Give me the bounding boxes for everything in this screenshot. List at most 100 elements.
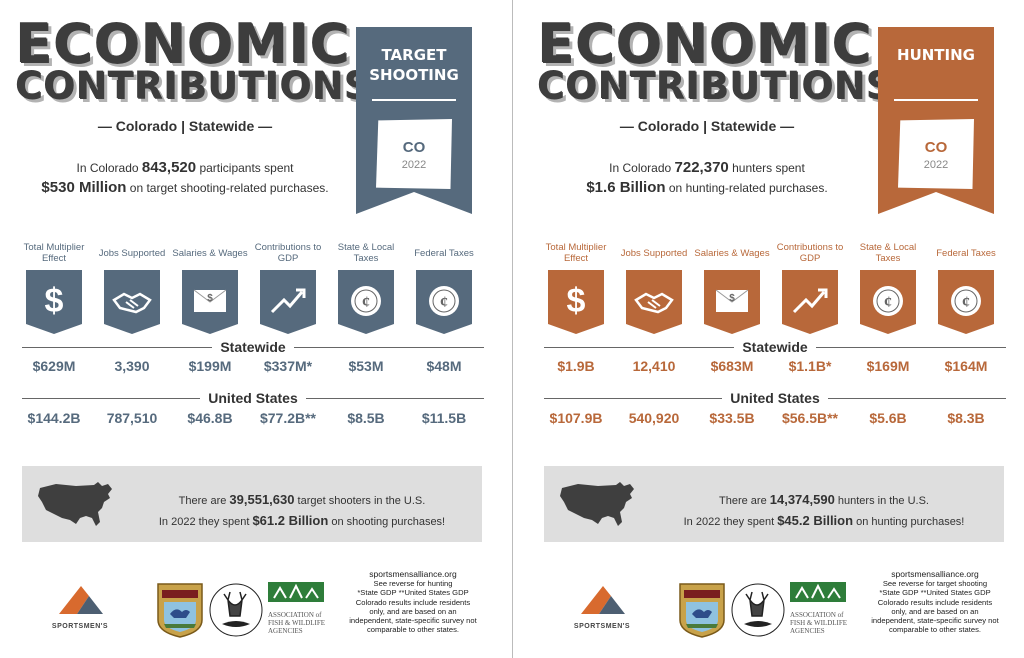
dollar-icon: $ [548, 270, 604, 334]
us-value-5: $11.5B [421, 410, 467, 426]
state-code: CO [924, 139, 948, 156]
svg-text:$: $ [45, 282, 64, 320]
metric-0: Total Multiplier Effect $ [16, 238, 92, 334]
category-banner: TARGET SHOOTING CO 2022 [356, 27, 472, 214]
metric-1: Jobs Supported [94, 238, 170, 334]
metric-label: Salaries & Wages [172, 247, 248, 259]
coin-stack-icon: ¢ [860, 270, 916, 334]
national-count: 14,374,590 [769, 492, 835, 507]
footer-line: See reverse for hunting [373, 579, 453, 589]
sportsmens-alliance-logo: SPORTSMEN'S [562, 582, 642, 630]
metric-label: Jobs Supported [98, 247, 166, 259]
intro-text: In Colorado 722,370 hunters spent $1.6 B… [586, 159, 828, 196]
coin-stack-icon: ¢ [338, 270, 394, 334]
footer-line: only, and are based on an [891, 606, 979, 616]
svg-text:¢: ¢ [884, 294, 892, 311]
year-label: 2022 [923, 159, 949, 171]
us-value-2: $46.8B [187, 410, 233, 426]
svg-text:$: $ [207, 293, 213, 304]
statewide-value-1: 12,410 [632, 358, 676, 374]
statewide-value-0: $1.9B [557, 358, 595, 374]
sportsmens-alliance-name: SPORTSMEN'S [573, 623, 631, 630]
statewide-value-2: $199M [188, 358, 232, 374]
footer-note: sportsmensalliance.org See reverse for t… [860, 569, 1010, 635]
footer-line: comparable to other states. [888, 625, 982, 635]
sportsmens-alliance-logo: SPORTSMEN'S [40, 582, 120, 630]
metric-label: Federal Taxes [414, 247, 474, 259]
us-value-0: $107.9B [549, 410, 603, 426]
national-spend: $45.2 Billion [777, 513, 854, 528]
footer-line: *State GDP **United States GDP [357, 588, 469, 598]
footer-line: independent, state-specific survey not [871, 616, 999, 626]
statewide-value-3: $337M* [263, 358, 313, 374]
state-code: CO [402, 139, 426, 156]
afwa-logo: ASSOCIATION of FISH & WILDLIFE AGENCIES [790, 582, 848, 635]
title-economic: ECONOMIC [16, 13, 351, 76]
statewide-value-4: $169M [866, 358, 910, 374]
metric-label: State & Local Taxes [337, 242, 395, 264]
envelope-money-icon: $ [182, 270, 238, 334]
svg-text:¢: ¢ [962, 294, 970, 311]
footer-line: only, and are based on an [369, 606, 457, 616]
metric-3: Contributions to GDP [250, 238, 326, 334]
banner-label: HUNTING [897, 46, 975, 64]
title-economic: ECONOMIC [538, 13, 873, 76]
national-summary-text: There are 39,551,630 target shooters in … [158, 492, 446, 528]
statewide-value-0: $629M [32, 358, 76, 374]
statewide-header: Statewide [544, 337, 1007, 357]
national-count: 39,551,630 [229, 492, 295, 507]
coin-stack-icon: ¢ [938, 270, 994, 334]
website-link[interactable]: sportsmensalliance.org [891, 569, 979, 579]
wildlife-sport-fish-restoration-logo [730, 582, 786, 643]
spend-amount: $1.6 Billion [586, 179, 666, 196]
metric-label: Jobs Supported [620, 247, 688, 259]
us-value-1: 787,510 [106, 410, 158, 426]
panel-divider [512, 0, 513, 658]
metric-4: State & Local Taxes ¢ [850, 238, 926, 334]
participant-count: 843,520 [141, 159, 197, 176]
metric-label: Total Multiplier Effect [23, 242, 85, 264]
statewide-value-1: 3,390 [114, 358, 150, 374]
banner-rule [372, 99, 456, 101]
metric-5: Federal Taxes ¢ [928, 238, 1004, 334]
intro-text: In Colorado 843,520 participants spent $… [41, 159, 329, 196]
spend-amount: $530 Million [41, 179, 127, 196]
svg-text:¢: ¢ [362, 294, 370, 311]
participant-count: 722,370 [674, 159, 729, 176]
statewide-header: Statewide [22, 337, 485, 357]
metric-4: State & Local Taxes ¢ [328, 238, 404, 334]
footer-line: *State GDP **United States GDP [879, 588, 991, 598]
year-label: 2022 [401, 159, 427, 171]
fish-wildlife-service-logo [156, 582, 204, 643]
sportsmens-alliance-name: SPORTSMEN'S [51, 623, 109, 630]
afwa-logo: ASSOCIATION of FISH & WILDLIFE AGENCIES [268, 582, 326, 635]
metric-label: Contributions to GDP [776, 242, 844, 264]
afwa-name: ASSOCIATION of FISH & WILDLIFE AGENCIES [790, 611, 848, 635]
national-spend: $61.2 Billion [252, 513, 329, 528]
metric-0: Total Multiplier Effect $ [538, 238, 614, 334]
dollar-icon: $ [26, 270, 82, 334]
us-value-3: $56.5B** [781, 410, 839, 426]
united-states-header: United States [544, 388, 1006, 408]
metric-label: Total Multiplier Effect [545, 242, 607, 264]
banner-rule [894, 99, 978, 101]
website-link[interactable]: sportsmensalliance.org [369, 569, 457, 579]
growth-chart-icon [782, 270, 838, 334]
fish-wildlife-service-logo [678, 582, 726, 643]
footer-line: See reverse for target shooting [882, 579, 988, 589]
national-summary-text: There are 14,374,590 hunters in the U.S.… [683, 492, 965, 528]
banner-label: TARGET SHOOTING [369, 46, 459, 84]
hunting-panel: ECONOMIC CONTRIBUTIONS — Colorado | Stat… [532, 0, 1024, 658]
statewide-value-5: $48M [426, 358, 462, 374]
mountain-icon [581, 586, 625, 614]
handshake-icon [626, 270, 682, 334]
wildlife-sport-fish-restoration-logo [208, 582, 264, 643]
subtitle: — Colorado | Statewide — [97, 118, 273, 134]
us-value-2: $33.5B [709, 410, 755, 426]
colorado-state-icon [898, 119, 974, 189]
metric-2: Salaries & Wages $ [694, 238, 770, 334]
metric-label: Salaries & Wages [694, 247, 770, 259]
national-summary-box: There are 39,551,630 target shooters in … [22, 466, 482, 542]
category-banner: HUNTING CO 2022 [878, 27, 994, 214]
footer-line: Colorado results include residents [877, 597, 993, 607]
